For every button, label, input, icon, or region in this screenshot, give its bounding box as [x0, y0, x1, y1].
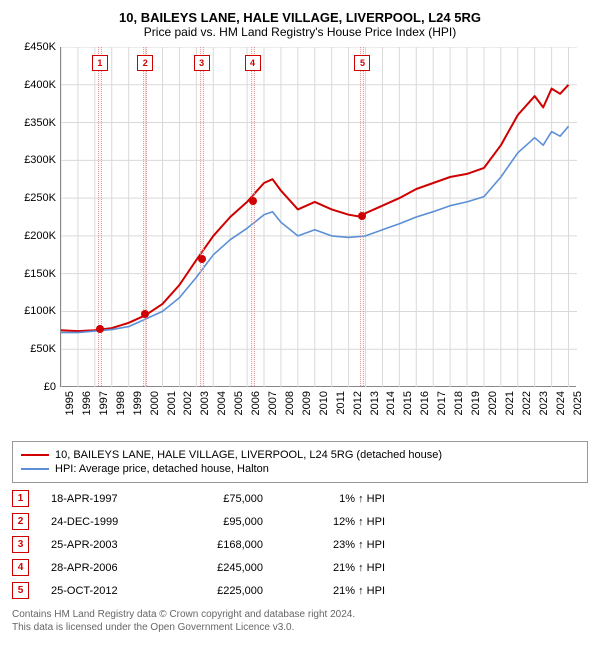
- sale-row-date: 25-APR-2003: [51, 539, 161, 551]
- y-tick-label: £350K: [24, 117, 56, 129]
- legend-label: 10, BAILEYS LANE, HALE VILLAGE, LIVERPOO…: [55, 449, 442, 461]
- sale-marker-band: [251, 47, 255, 386]
- y-tick-label: £100K: [24, 305, 56, 317]
- y-tick-label: £400K: [24, 79, 56, 91]
- x-tick-label: 1997: [98, 391, 110, 415]
- x-tick-label: 2010: [318, 391, 330, 415]
- sale-marker-band: [143, 47, 147, 386]
- sale-marker-dot: [96, 325, 104, 333]
- x-tick-label: 2025: [572, 391, 584, 415]
- x-tick-label: 2012: [352, 391, 364, 415]
- sale-row-pct: 21% ↑ HPI: [285, 562, 385, 574]
- x-tick-label: 2021: [504, 391, 516, 415]
- legend-label: HPI: Average price, detached house, Halt…: [55, 463, 269, 475]
- x-tick-label: 1995: [64, 391, 76, 415]
- x-tick-label: 2001: [166, 391, 178, 415]
- x-tick-label: 2022: [521, 391, 533, 415]
- legend-row: 10, BAILEYS LANE, HALE VILLAGE, LIVERPOO…: [21, 448, 579, 462]
- sale-row-number: 4: [12, 559, 29, 576]
- x-tick-label: 2004: [216, 391, 228, 415]
- y-tick-label: £0: [44, 381, 56, 393]
- x-tick-label: 2006: [250, 391, 262, 415]
- sale-marker-dot: [198, 255, 206, 263]
- x-tick-label: 1998: [115, 391, 127, 415]
- sale-row-date: 24-DEC-1999: [51, 516, 161, 528]
- sale-row: 5 25-OCT-2012 £225,000 21% ↑ HPI: [12, 579, 588, 602]
- chart-subtitle: Price paid vs. HM Land Registry's House …: [12, 25, 588, 39]
- sale-row-number: 3: [12, 536, 29, 553]
- x-tick-label: 2023: [538, 391, 550, 415]
- sale-row: 4 28-APR-2006 £245,000 21% ↑ HPI: [12, 556, 588, 579]
- sale-marker-dot: [141, 310, 149, 318]
- sale-row-price: £75,000: [183, 493, 263, 505]
- sale-marker-dot: [249, 197, 257, 205]
- sale-marker-box: 4: [245, 55, 261, 71]
- x-tick-label: 2015: [402, 391, 414, 415]
- sale-row-number: 1: [12, 490, 29, 507]
- sale-marker-box: 3: [194, 55, 210, 71]
- footer-line-2: This data is licensed under the Open Gov…: [12, 621, 588, 634]
- y-tick-label: £150K: [24, 268, 56, 280]
- sales-table: 1 18-APR-1997 £75,000 1% ↑ HPI 2 24-DEC-1999 £…: [12, 487, 588, 602]
- x-tick-label: 2013: [369, 391, 381, 415]
- y-tick-label: £250K: [24, 192, 56, 204]
- x-tick-label: 2011: [335, 391, 347, 415]
- sale-row-number: 2: [12, 513, 29, 530]
- x-tick-label: 2003: [199, 391, 211, 415]
- y-tick-label: £200K: [24, 230, 56, 242]
- sale-row: 2 24-DEC-1999 £95,000 12% ↑ HPI: [12, 510, 588, 533]
- sale-row-date: 25-OCT-2012: [51, 585, 161, 597]
- y-tick-label: £50K: [30, 343, 56, 355]
- sale-marker-box: 5: [354, 55, 370, 71]
- sale-marker-band: [98, 47, 102, 386]
- sale-row-pct: 21% ↑ HPI: [285, 585, 385, 597]
- x-tick-label: 2008: [284, 391, 296, 415]
- sale-marker-box: 1: [92, 55, 108, 71]
- sale-marker-dot: [358, 212, 366, 220]
- legend-row: HPI: Average price, detached house, Halt…: [21, 462, 579, 476]
- y-tick-label: £300K: [24, 154, 56, 166]
- chart-container: 10, BAILEYS LANE, HALE VILLAGE, LIVERPOO…: [0, 0, 600, 435]
- x-tick-label: 1996: [81, 391, 93, 415]
- chart-title: 10, BAILEYS LANE, HALE VILLAGE, LIVERPOO…: [12, 10, 588, 25]
- x-tick-label: 2017: [436, 391, 448, 415]
- sale-row-pct: 12% ↑ HPI: [285, 516, 385, 528]
- sale-row: 3 25-APR-2003 £168,000 23% ↑ HPI: [12, 533, 588, 556]
- legend-swatch: [21, 454, 49, 456]
- x-tick-label: 2005: [233, 391, 245, 415]
- x-tick-label: 2014: [385, 391, 397, 415]
- plot-svg: [61, 47, 577, 387]
- x-tick-label: 2002: [182, 391, 194, 415]
- x-tick-label: 2000: [149, 391, 161, 415]
- footer: Contains HM Land Registry data © Crown c…: [12, 608, 588, 634]
- x-tick-label: 1999: [132, 391, 144, 415]
- legend: 10, BAILEYS LANE, HALE VILLAGE, LIVERPOO…: [12, 441, 588, 483]
- sale-row-number: 5: [12, 582, 29, 599]
- plot-row: £0£50K£100K£150K£200K£250K£300K£350K£400…: [12, 47, 588, 387]
- x-axis: 1995 1996 1997 1998 1999 2000 2001 2002 2003 2004…: [60, 387, 576, 427]
- sale-row-date: 28-APR-2006: [51, 562, 161, 574]
- sale-marker-band: [200, 47, 204, 386]
- sale-row: 1 18-APR-1997 £75,000 1% ↑ HPI: [12, 487, 588, 510]
- plot-area: 1 2 3 4 5: [60, 47, 576, 387]
- sale-row-date: 18-APR-1997: [51, 493, 161, 505]
- x-tick-label: 2007: [267, 391, 279, 415]
- x-tick-label: 2024: [555, 391, 567, 415]
- y-axis: £0£50K£100K£150K£200K£250K£300K£350K£400…: [12, 47, 60, 387]
- x-tick-label: 2019: [470, 391, 482, 415]
- sale-row-pct: 1% ↑ HPI: [285, 493, 385, 505]
- sale-row-price: £168,000: [183, 539, 263, 551]
- y-tick-label: £450K: [24, 41, 56, 53]
- sale-row-price: £245,000: [183, 562, 263, 574]
- sale-row-price: £95,000: [183, 516, 263, 528]
- x-tick-label: 2009: [301, 391, 313, 415]
- sale-marker-box: 2: [137, 55, 153, 71]
- x-tick-label: 2018: [453, 391, 465, 415]
- footer-line-1: Contains HM Land Registry data © Crown c…: [12, 608, 588, 621]
- x-tick-label: 2016: [419, 391, 431, 415]
- sale-row-price: £225,000: [183, 585, 263, 597]
- legend-swatch: [21, 468, 49, 470]
- x-tick-label: 2020: [487, 391, 499, 415]
- sale-row-pct: 23% ↑ HPI: [285, 539, 385, 551]
